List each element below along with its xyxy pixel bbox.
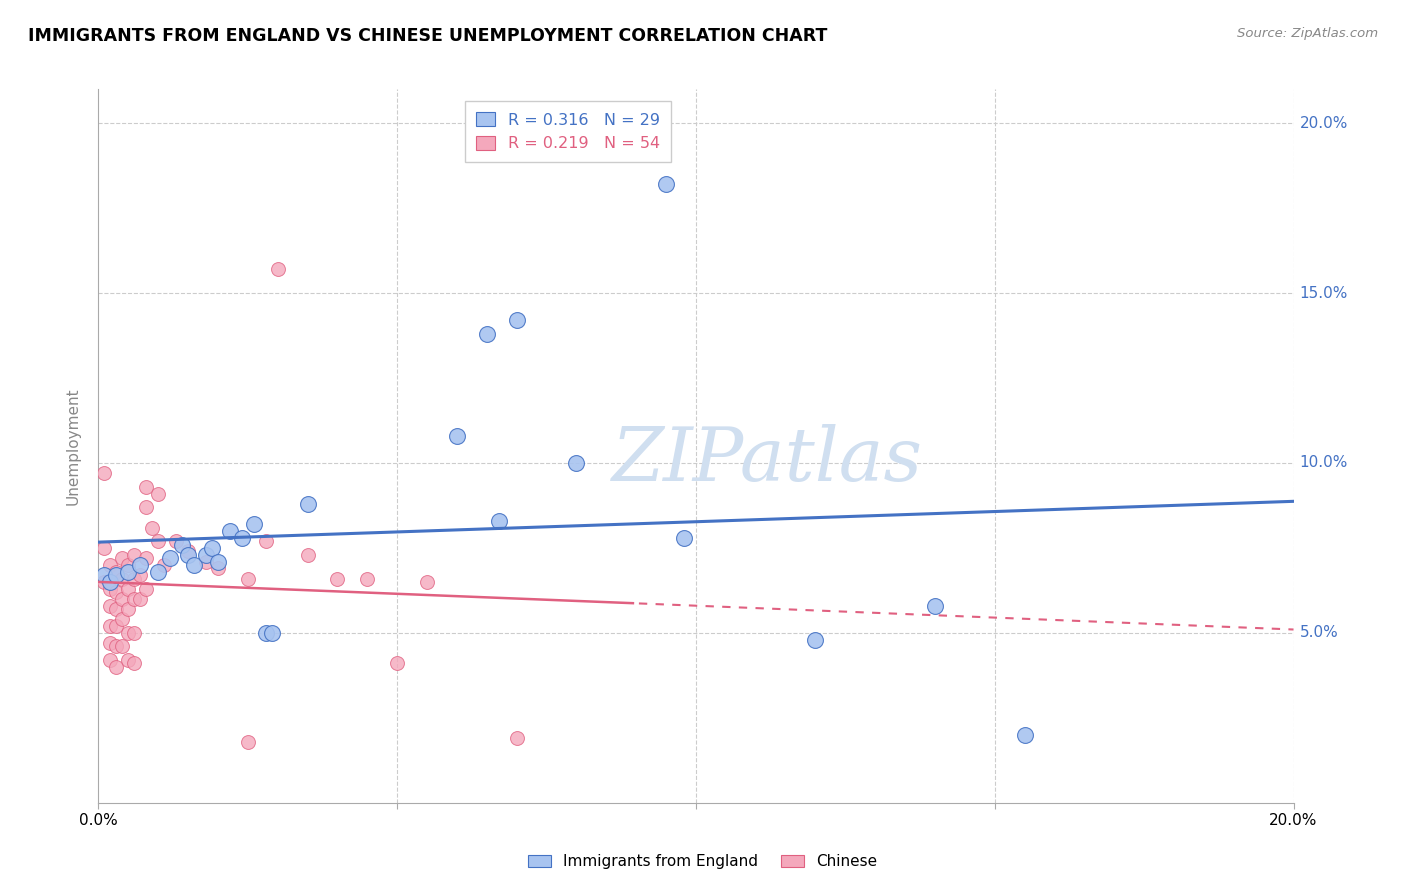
Point: [655, 178, 678, 192]
Y-axis label: Unemployment: Unemployment: [65, 387, 80, 505]
Point: [356, 572, 378, 586]
Point: [117, 626, 139, 640]
Point: [105, 640, 128, 654]
Point: [135, 480, 157, 494]
Point: [207, 561, 229, 575]
Point: [129, 558, 152, 572]
Point: [93, 466, 115, 480]
Point: [326, 572, 349, 586]
Point: [135, 500, 157, 515]
Point: [254, 626, 277, 640]
Point: [105, 585, 128, 599]
Point: [117, 565, 139, 579]
Point: [111, 612, 134, 626]
Point: [243, 517, 266, 532]
Point: [194, 548, 218, 562]
Text: 10.0%: 10.0%: [1299, 456, 1348, 470]
Point: [141, 520, 163, 534]
Point: [207, 555, 229, 569]
Point: [165, 534, 187, 549]
Point: [159, 551, 181, 566]
Text: 5.0%: 5.0%: [1299, 625, 1339, 640]
Point: [177, 544, 200, 558]
Point: [254, 534, 277, 549]
Point: [297, 497, 319, 511]
Point: [135, 582, 157, 596]
Point: [111, 640, 134, 654]
Point: [385, 657, 409, 671]
Point: [673, 531, 696, 545]
Text: IMMIGRANTS FROM ENGLAND VS CHINESE UNEMPLOYMENT CORRELATION CHART: IMMIGRANTS FROM ENGLAND VS CHINESE UNEMP…: [28, 27, 828, 45]
Point: [98, 599, 122, 613]
Point: [446, 429, 468, 443]
Point: [124, 626, 146, 640]
Point: [183, 558, 205, 572]
Point: [98, 619, 122, 633]
Point: [93, 574, 115, 589]
Point: [98, 653, 122, 667]
Text: 15.0%: 15.0%: [1299, 285, 1348, 301]
Point: [172, 537, 194, 551]
Text: ZIPatlas: ZIPatlas: [612, 424, 924, 497]
Point: [117, 653, 139, 667]
Point: [117, 558, 139, 572]
Point: [105, 660, 128, 674]
Point: [148, 534, 170, 549]
Point: [135, 551, 157, 566]
Point: [124, 591, 146, 606]
Point: [105, 619, 128, 633]
Point: [201, 541, 224, 555]
Point: [475, 326, 498, 341]
Point: [236, 734, 259, 748]
Point: [267, 262, 290, 277]
Point: [236, 572, 259, 586]
Point: [105, 568, 128, 582]
Point: [105, 602, 128, 616]
Point: [117, 602, 139, 616]
Point: [98, 636, 122, 650]
Point: [153, 558, 176, 572]
Point: [194, 555, 218, 569]
Point: [93, 568, 115, 582]
Point: [111, 591, 134, 606]
Point: [416, 574, 439, 589]
Point: [177, 548, 200, 562]
Point: [111, 572, 134, 586]
Point: [129, 568, 152, 582]
Point: [98, 574, 122, 589]
Point: [231, 531, 253, 545]
Point: [565, 456, 588, 470]
Point: [93, 541, 115, 555]
Point: [148, 565, 170, 579]
Point: [148, 486, 170, 500]
Legend: Immigrants from England, Chinese: Immigrants from England, Chinese: [522, 848, 884, 875]
Point: [488, 514, 510, 528]
Point: [129, 591, 152, 606]
Point: [98, 582, 122, 596]
Point: [124, 548, 146, 562]
Point: [260, 626, 283, 640]
Point: [98, 558, 122, 572]
Point: [117, 582, 139, 596]
Point: [506, 313, 529, 327]
Point: [297, 548, 319, 562]
Point: [124, 657, 146, 671]
Point: [924, 599, 946, 613]
Point: [124, 572, 146, 586]
Text: 20.0%: 20.0%: [1299, 116, 1348, 131]
Point: [105, 565, 128, 579]
Point: [111, 551, 134, 566]
Point: [506, 731, 529, 746]
Text: Source: ZipAtlas.com: Source: ZipAtlas.com: [1237, 27, 1378, 40]
Point: [1014, 728, 1036, 742]
Point: [804, 632, 827, 647]
Legend: R = 0.316   N = 29, R = 0.219   N = 54: R = 0.316 N = 29, R = 0.219 N = 54: [465, 101, 672, 162]
Point: [219, 524, 242, 538]
